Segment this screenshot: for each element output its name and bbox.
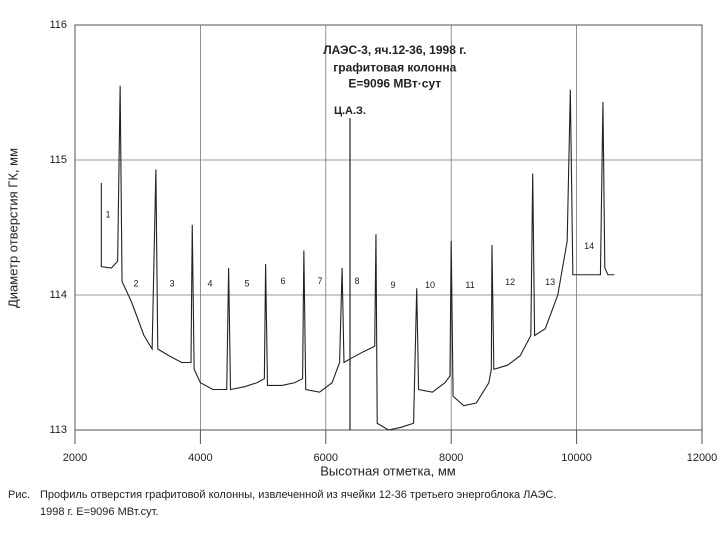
x-tick-label: 6000	[314, 452, 338, 464]
chart-title: графитовая колонна	[333, 60, 456, 74]
y-tick-label: 116	[49, 19, 67, 31]
x-tick-label: 10000	[561, 452, 592, 464]
segment-label: 5	[244, 279, 249, 289]
segment-label: 7	[317, 276, 322, 286]
segment-label: 1	[105, 210, 110, 220]
chart-title: ЛАЭС-3, яч.12-36, 1998 г.	[323, 43, 466, 57]
segment-label: 3	[169, 279, 174, 289]
y-tick-label: 114	[49, 289, 67, 301]
segment-label: 4	[207, 279, 212, 289]
segment-label: 13	[545, 277, 555, 287]
segment-label: 2	[133, 279, 138, 289]
chart-title: E=9096 МВт·сут	[348, 77, 441, 91]
caption-text: Профиль отверстия графитовой колонны, из…	[40, 489, 556, 501]
segment-label: 12	[505, 277, 515, 287]
y-axis-label: Диаметр отверстия ГК, мм	[5, 148, 20, 308]
caption-text: 1998 г. E=9096 МВт.сут.	[40, 506, 158, 518]
data-line	[100, 85, 615, 431]
segment-label: 8	[355, 276, 360, 286]
marker-label: Ц.А.З.	[334, 105, 366, 117]
y-tick-label: 115	[49, 154, 67, 166]
segment-label: 10	[425, 280, 435, 290]
segment-label: 11	[465, 280, 474, 290]
segment-label: 14	[584, 241, 594, 251]
segment-label: 9	[391, 280, 396, 290]
x-tick-label: 8000	[439, 452, 463, 464]
x-tick-label: 12000	[687, 452, 718, 464]
y-tick-label: 113	[49, 424, 67, 436]
x-tick-label: 2000	[63, 452, 87, 464]
segment-label: 6	[280, 276, 285, 286]
x-tick-label: 4000	[188, 452, 212, 464]
x-axis-label: Высотная отметка, мм	[320, 463, 456, 478]
caption-prefix: Рис.	[8, 489, 30, 501]
